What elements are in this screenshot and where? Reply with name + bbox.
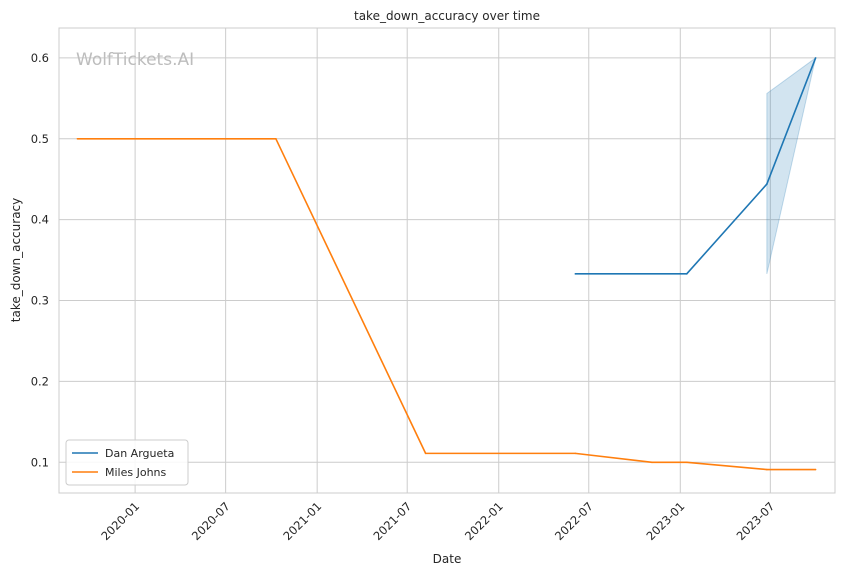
y-tick-label: 0.1	[31, 455, 49, 469]
data-point-miles-johns	[574, 452, 577, 455]
grid	[59, 28, 835, 493]
data-point-miles-johns	[76, 137, 79, 140]
data-point-miles-johns	[814, 468, 817, 471]
legend-box	[65, 439, 189, 486]
x-axis-title: Date	[433, 552, 462, 566]
y-tick-labels: 0.1 0.2 0.3 0.4 0.5 0.6	[31, 51, 49, 469]
data-point-dan-argueta	[574, 273, 577, 275]
series-line-miles-johns	[77, 137, 816, 471]
series-line-dan-argueta	[575, 57, 817, 275]
data-point-dan-argueta	[685, 273, 688, 275]
y-tick-label: 0.3	[31, 294, 49, 308]
y-tick-label: 0.2	[31, 374, 49, 388]
legend-label-miles-johns: Miles Johns	[105, 466, 167, 479]
chart-title: take_down_accuracy over time	[354, 9, 540, 23]
y-tick-label: 0.4	[31, 213, 49, 227]
data-point-dan-argueta	[814, 57, 817, 59]
data-point-miles-johns	[275, 137, 277, 140]
legend: Dan Argueta Miles Johns	[65, 439, 189, 486]
data-point-dan-argueta	[766, 183, 768, 185]
y-tick-label: 0.5	[31, 132, 49, 146]
data-point-miles-johns	[424, 452, 427, 455]
legend-label-dan-argueta: Dan Argueta	[105, 447, 174, 460]
watermark: WolfTickets.AI	[76, 50, 194, 70]
data-point-miles-johns	[766, 468, 768, 471]
plot-frame	[58, 27, 836, 494]
y-axis-title: take_down_accuracy	[9, 198, 23, 322]
data-point-miles-johns	[685, 461, 688, 464]
y-tick-label: 0.6	[31, 51, 49, 65]
data-point-miles-johns	[651, 461, 653, 464]
series-lines	[76, 57, 817, 471]
